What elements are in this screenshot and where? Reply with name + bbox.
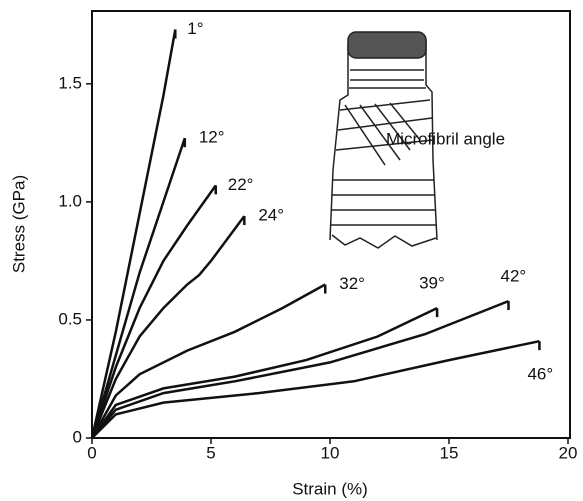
stress-strain-curve (91, 299, 509, 439)
x-tick-label: 15 (440, 443, 459, 462)
series-label: 42° (501, 267, 527, 286)
plot-frame (91, 10, 571, 439)
x-tick-label: 20 (559, 443, 578, 462)
fiber-outline (329, 40, 438, 241)
y-tick-label: 1.5 (58, 73, 82, 92)
fiber-layers (331, 69, 437, 226)
series-label: 1° (187, 19, 203, 38)
fiber-illustration (329, 31, 438, 249)
x-tick-label: 5 (206, 443, 215, 462)
series-label: 32° (339, 274, 365, 293)
stress-strain-curve (90, 306, 438, 439)
stress-strain-curve (90, 215, 246, 439)
series-label: 12° (199, 128, 225, 147)
y-tick-label: 1.0 (58, 191, 82, 210)
fiber-fibrils (344, 102, 421, 166)
stress-strain-curve (90, 29, 177, 439)
series-label: 39° (419, 274, 445, 293)
stress-strain-curve (91, 339, 540, 439)
stress-strain-curve (90, 137, 186, 439)
annotation: Microfibril angle (386, 129, 505, 148)
y-axis-title: Stress (GPa) (9, 175, 28, 273)
stress-strain-curve (90, 184, 217, 439)
x-tick-label: 10 (321, 443, 340, 462)
x-tick-label: 0 (87, 443, 96, 462)
y-tick-label: 0.5 (58, 309, 82, 328)
stress-strain-curve (90, 283, 326, 439)
fiber-top (347, 31, 427, 59)
series-label: 22° (228, 175, 254, 194)
y-tick-label: 0 (73, 427, 82, 446)
fiber-bottom (331, 234, 437, 249)
series-label: 46° (527, 365, 553, 384)
x-axis-title: Strain (%) (292, 479, 368, 498)
series-label: 24° (258, 206, 284, 225)
